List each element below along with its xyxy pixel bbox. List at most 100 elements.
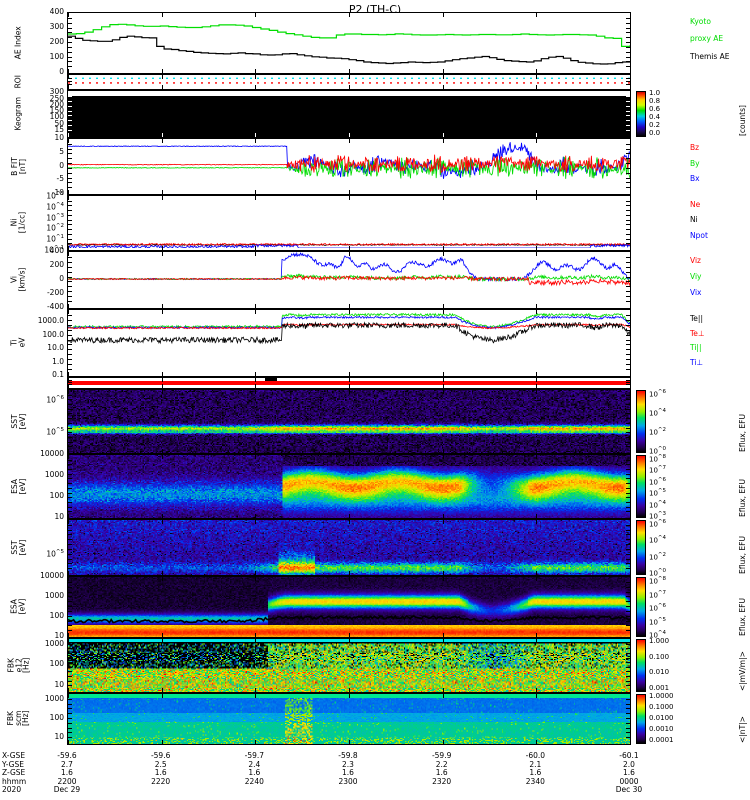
ytick-mark [68,652,72,654]
xtick [255,133,257,137]
xtick [536,390,538,394]
ytick-sst-i-0: 10^5 [46,549,64,559]
ytick-mark [626,286,630,288]
xtick [442,252,444,256]
ytick-mark [626,459,630,461]
ytick-ti-3: 1.0 [52,356,64,366]
ytick-mark [626,243,630,245]
footer-cell-0-5: -60.0 [525,751,546,760]
legend-ti-2: Ti|| [690,343,702,352]
xtick [349,384,350,388]
legend-bfit-1: By [690,158,700,168]
ytick-mark [626,349,630,351]
xtick [68,372,69,376]
ytick-mark [68,344,72,346]
ytick-mark [626,615,630,617]
footer-cell-4-0: Dec 29 [53,785,81,795]
ytick-mark [626,703,630,705]
ytick-mark [626,473,630,475]
ytick-mark [626,568,630,570]
ytick-ni-4: 10^1 [46,234,64,244]
ytick-mark [626,601,630,603]
ytick-mark [626,680,630,682]
xtick [161,13,163,17]
ytick-keogram-0: 300 [49,87,64,97]
ytick-mark [68,143,72,145]
xtick [68,85,69,89]
ytick-mark [626,620,630,622]
xtick [349,75,350,79]
xtick [68,13,69,17]
ytick-esa-i-0: 10000 [40,571,64,580]
ytick-mark [68,27,72,29]
ytick-mark [68,243,72,245]
ytick-mark [68,182,72,184]
legend-vi-0: Viz [690,256,701,265]
ytick-mark [626,586,630,588]
ytick-mark [68,42,72,43]
xtick [161,449,163,453]
xtick [68,69,69,73]
xtick [255,633,257,637]
ytick-ae-index-4: 0 [59,67,64,76]
ytick-mark [68,436,72,438]
xtick [349,688,350,692]
legend-ni-2: Npot [690,230,708,240]
colorbar-label-esa-e-0: 10^8 [649,454,667,464]
ytick-mark [68,737,72,739]
xtick [255,520,257,524]
ytick-mark [626,404,630,406]
ytick-vi-3: -200 [46,288,64,297]
colorbar-label-esa-i-4: 10^4 [649,630,667,640]
ytick-mark [68,329,72,331]
ytick-mark [68,643,72,645]
ytick-mark [626,314,630,316]
xtick [255,514,257,518]
ytick-mark [68,497,72,499]
colorbar-esa-i [636,577,646,637]
xtick [161,246,163,250]
xtick [536,694,538,698]
ytick-mark [626,652,630,654]
xtick [536,378,538,382]
legend-bfit-0: Bz [690,143,700,152]
ytick-mark [626,130,630,132]
ytick-mark [68,563,72,565]
ytick-mark [68,610,72,612]
xtick [630,688,631,692]
ytick-mark [626,334,630,336]
footer-cell-2-5: 1.6 [529,768,542,778]
xtick [630,139,631,143]
xtick [68,520,69,524]
ytick-mark [68,408,72,410]
xtick [161,520,163,524]
ytick-mark [626,436,630,438]
xtick [442,688,444,692]
ytick-mark [626,32,630,34]
xtick [68,694,69,698]
ytick-mark [626,324,630,326]
xtick [630,304,631,308]
ytick-mark [68,459,72,461]
ytick-mark [68,427,72,429]
xtick [630,694,631,698]
ytick-mark [626,205,630,207]
ytick-mark [626,238,630,240]
ytick-mark [68,732,72,734]
xtick [68,133,69,137]
panel-ae-index [67,12,631,74]
panel-ti [67,309,631,377]
colorbar-label-fbk-b-4: 0.0001 [649,736,674,744]
legend-vi-2: Vix [690,288,702,297]
ytick-mark [626,676,630,678]
ytick-mark [68,506,72,508]
xtick [68,75,69,79]
colorbar-label-keogram-5: 0.0 [649,129,661,137]
ytick-ti-1: 100.0 [42,329,64,339]
xtick [68,304,69,308]
ytick-keogram-5: 50 [54,118,64,128]
xtick [255,449,257,453]
ylabel-sst-i: SST [eV] [9,539,27,555]
xtick [442,13,444,17]
